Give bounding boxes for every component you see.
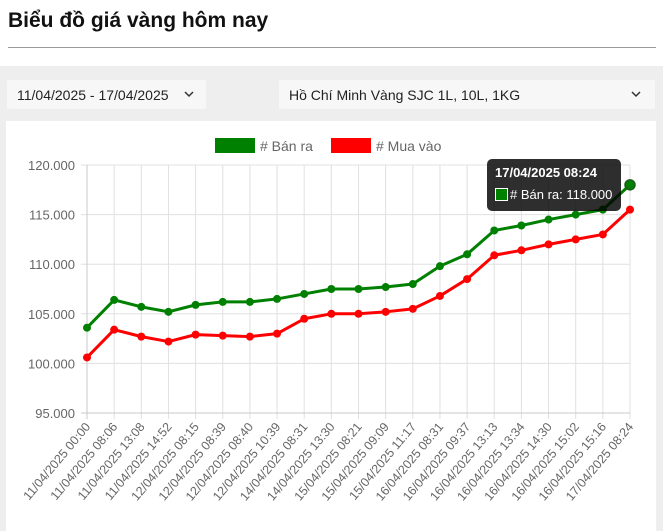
data-point xyxy=(381,283,390,292)
y-tick-label: 105.000 xyxy=(28,307,75,322)
data-point xyxy=(273,329,282,338)
tooltip-text: # Bán ra: 118.000 xyxy=(510,187,613,202)
data-point xyxy=(408,304,417,313)
data-point xyxy=(191,300,200,309)
chevron-down-icon xyxy=(184,91,194,98)
y-tick-label: 110.000 xyxy=(29,257,75,272)
data-point xyxy=(110,325,119,334)
data-point xyxy=(327,309,336,318)
title-divider xyxy=(8,47,656,48)
page-title: Biểu đồ giá vàng hôm nay xyxy=(8,9,269,32)
data-point xyxy=(435,262,444,271)
tooltip-line: # Bán ra: 118.000 xyxy=(495,187,612,202)
data-point xyxy=(517,246,526,255)
data-point xyxy=(624,179,636,191)
data-point xyxy=(300,314,309,323)
legend-label: # Bán ra xyxy=(260,138,313,154)
data-point xyxy=(517,221,526,230)
location-value: Hồ Chí Minh Vàng SJC 1L, 10L, 1KG xyxy=(289,86,521,103)
price-line-chart[interactable]: 95.000 100.000 105.000 110.000 115.000 120.00… xyxy=(6,121,656,531)
tooltip-swatch xyxy=(495,188,508,201)
data-point xyxy=(490,226,499,235)
legend-label: # Mua vào xyxy=(376,138,442,154)
data-point xyxy=(463,250,472,259)
data-point xyxy=(137,332,146,341)
data-point xyxy=(245,297,254,306)
data-point xyxy=(218,297,227,306)
data-point xyxy=(354,285,363,293)
data-point xyxy=(300,289,309,298)
data-point xyxy=(83,323,91,332)
date-range-select[interactable]: 11/04/2025 - 17/04/2025 xyxy=(7,80,206,109)
chevron-down-icon xyxy=(631,91,641,98)
y-tick-label: 115.000 xyxy=(29,208,75,223)
data-point xyxy=(245,332,254,341)
data-point xyxy=(273,294,282,303)
data-point xyxy=(327,285,336,293)
legend-swatch xyxy=(331,138,371,153)
data-point xyxy=(381,307,390,316)
data-point xyxy=(463,275,472,284)
data-point xyxy=(544,240,553,249)
data-point xyxy=(110,295,119,304)
date-range-value: 11/04/2025 - 17/04/2025 xyxy=(17,86,169,103)
data-point xyxy=(435,291,444,300)
data-point xyxy=(571,210,580,219)
y-tick-label: 100.000 xyxy=(28,356,75,371)
data-point xyxy=(164,337,173,346)
data-point xyxy=(354,309,363,318)
data-point xyxy=(544,215,553,224)
data-point xyxy=(83,353,91,362)
data-point xyxy=(408,280,417,289)
data-point xyxy=(137,302,146,311)
data-point xyxy=(598,230,607,239)
data-point xyxy=(571,235,580,244)
legend-swatch xyxy=(215,138,255,153)
data-point xyxy=(218,331,227,340)
tooltip-title: 17/04/2025 08:24 xyxy=(495,165,597,180)
data-point xyxy=(191,330,200,339)
data-point xyxy=(490,251,499,260)
data-point xyxy=(164,307,173,316)
y-tick-label: 120.000 xyxy=(28,158,75,173)
chart-tooltip: 17/04/2025 08:24 # Bán ra: 118.000 xyxy=(487,159,621,211)
y-tick-label: 95.000 xyxy=(35,406,75,421)
location-select[interactable]: Hồ Chí Minh Vàng SJC 1L, 10L, 1KG xyxy=(279,80,655,109)
data-point xyxy=(626,205,634,214)
